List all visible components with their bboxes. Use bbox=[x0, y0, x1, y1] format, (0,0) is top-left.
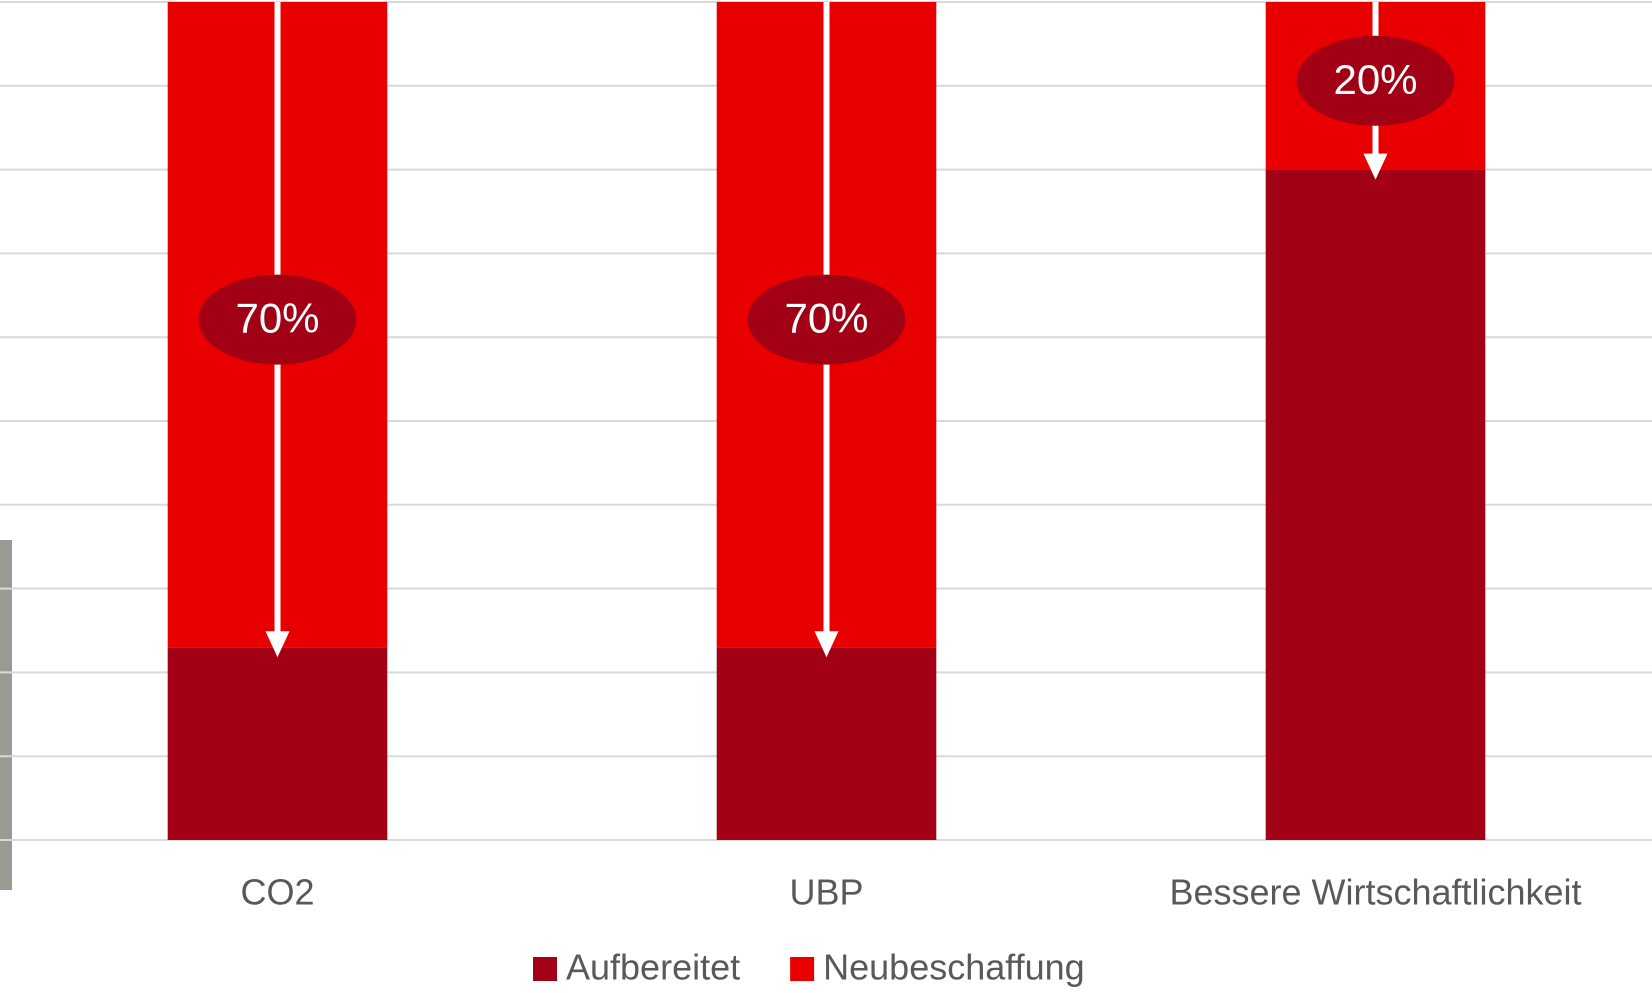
legend-label: Neubeschaffung bbox=[823, 947, 1085, 988]
x-tick-label: CO2 bbox=[240, 872, 314, 913]
annotation-label: 20% bbox=[1333, 56, 1417, 103]
legend-label: Aufbereitet bbox=[566, 947, 740, 988]
legend-swatch bbox=[790, 957, 814, 981]
annotation-label: 70% bbox=[784, 295, 868, 342]
chart: CO2 70% UBP 70% Bessere Wirtschaftlichkeit 20… bbox=[0, 0, 1652, 993]
x-tick-label: UBP bbox=[789, 872, 863, 913]
x-tick-label: Bessere Wirtschaftlichkeit bbox=[1169, 872, 1581, 913]
annotation-label: 70% bbox=[235, 295, 319, 342]
bar-segment bbox=[717, 647, 937, 840]
bar-segment bbox=[1266, 170, 1486, 840]
bar-segment bbox=[168, 647, 388, 840]
legend-swatch bbox=[533, 957, 557, 981]
photo-edge bbox=[0, 540, 12, 890]
